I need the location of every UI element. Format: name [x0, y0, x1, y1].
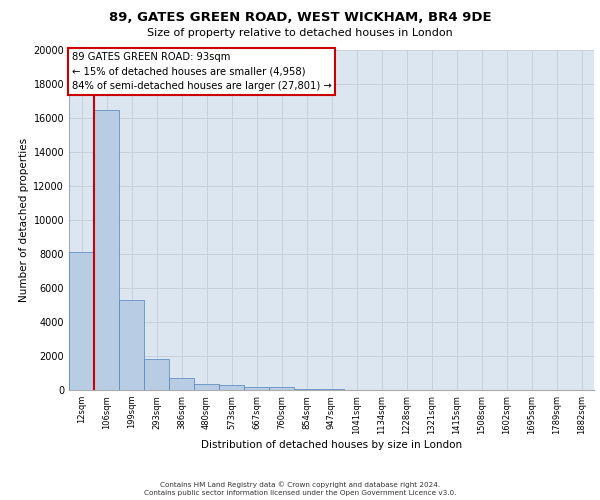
Bar — [269, 388, 294, 390]
Bar — [244, 386, 269, 390]
Bar — [194, 384, 219, 390]
Text: 89 GATES GREEN ROAD: 93sqm
← 15% of detached houses are smaller (4,958)
84% of s: 89 GATES GREEN ROAD: 93sqm ← 15% of deta… — [71, 52, 331, 92]
Bar — [144, 358, 169, 390]
Text: Contains HM Land Registry data © Crown copyright and database right 2024.
Contai: Contains HM Land Registry data © Crown c… — [144, 481, 456, 496]
Bar — [294, 388, 319, 390]
Bar — [119, 300, 144, 390]
Bar — [94, 110, 119, 390]
Y-axis label: Number of detached properties: Number of detached properties — [19, 138, 29, 302]
Bar — [69, 252, 94, 390]
X-axis label: Distribution of detached houses by size in London: Distribution of detached houses by size … — [201, 440, 462, 450]
Text: 89, GATES GREEN ROAD, WEST WICKHAM, BR4 9DE: 89, GATES GREEN ROAD, WEST WICKHAM, BR4 … — [109, 11, 491, 24]
Bar — [169, 378, 194, 390]
Text: Size of property relative to detached houses in London: Size of property relative to detached ho… — [147, 28, 453, 38]
Bar — [219, 385, 244, 390]
